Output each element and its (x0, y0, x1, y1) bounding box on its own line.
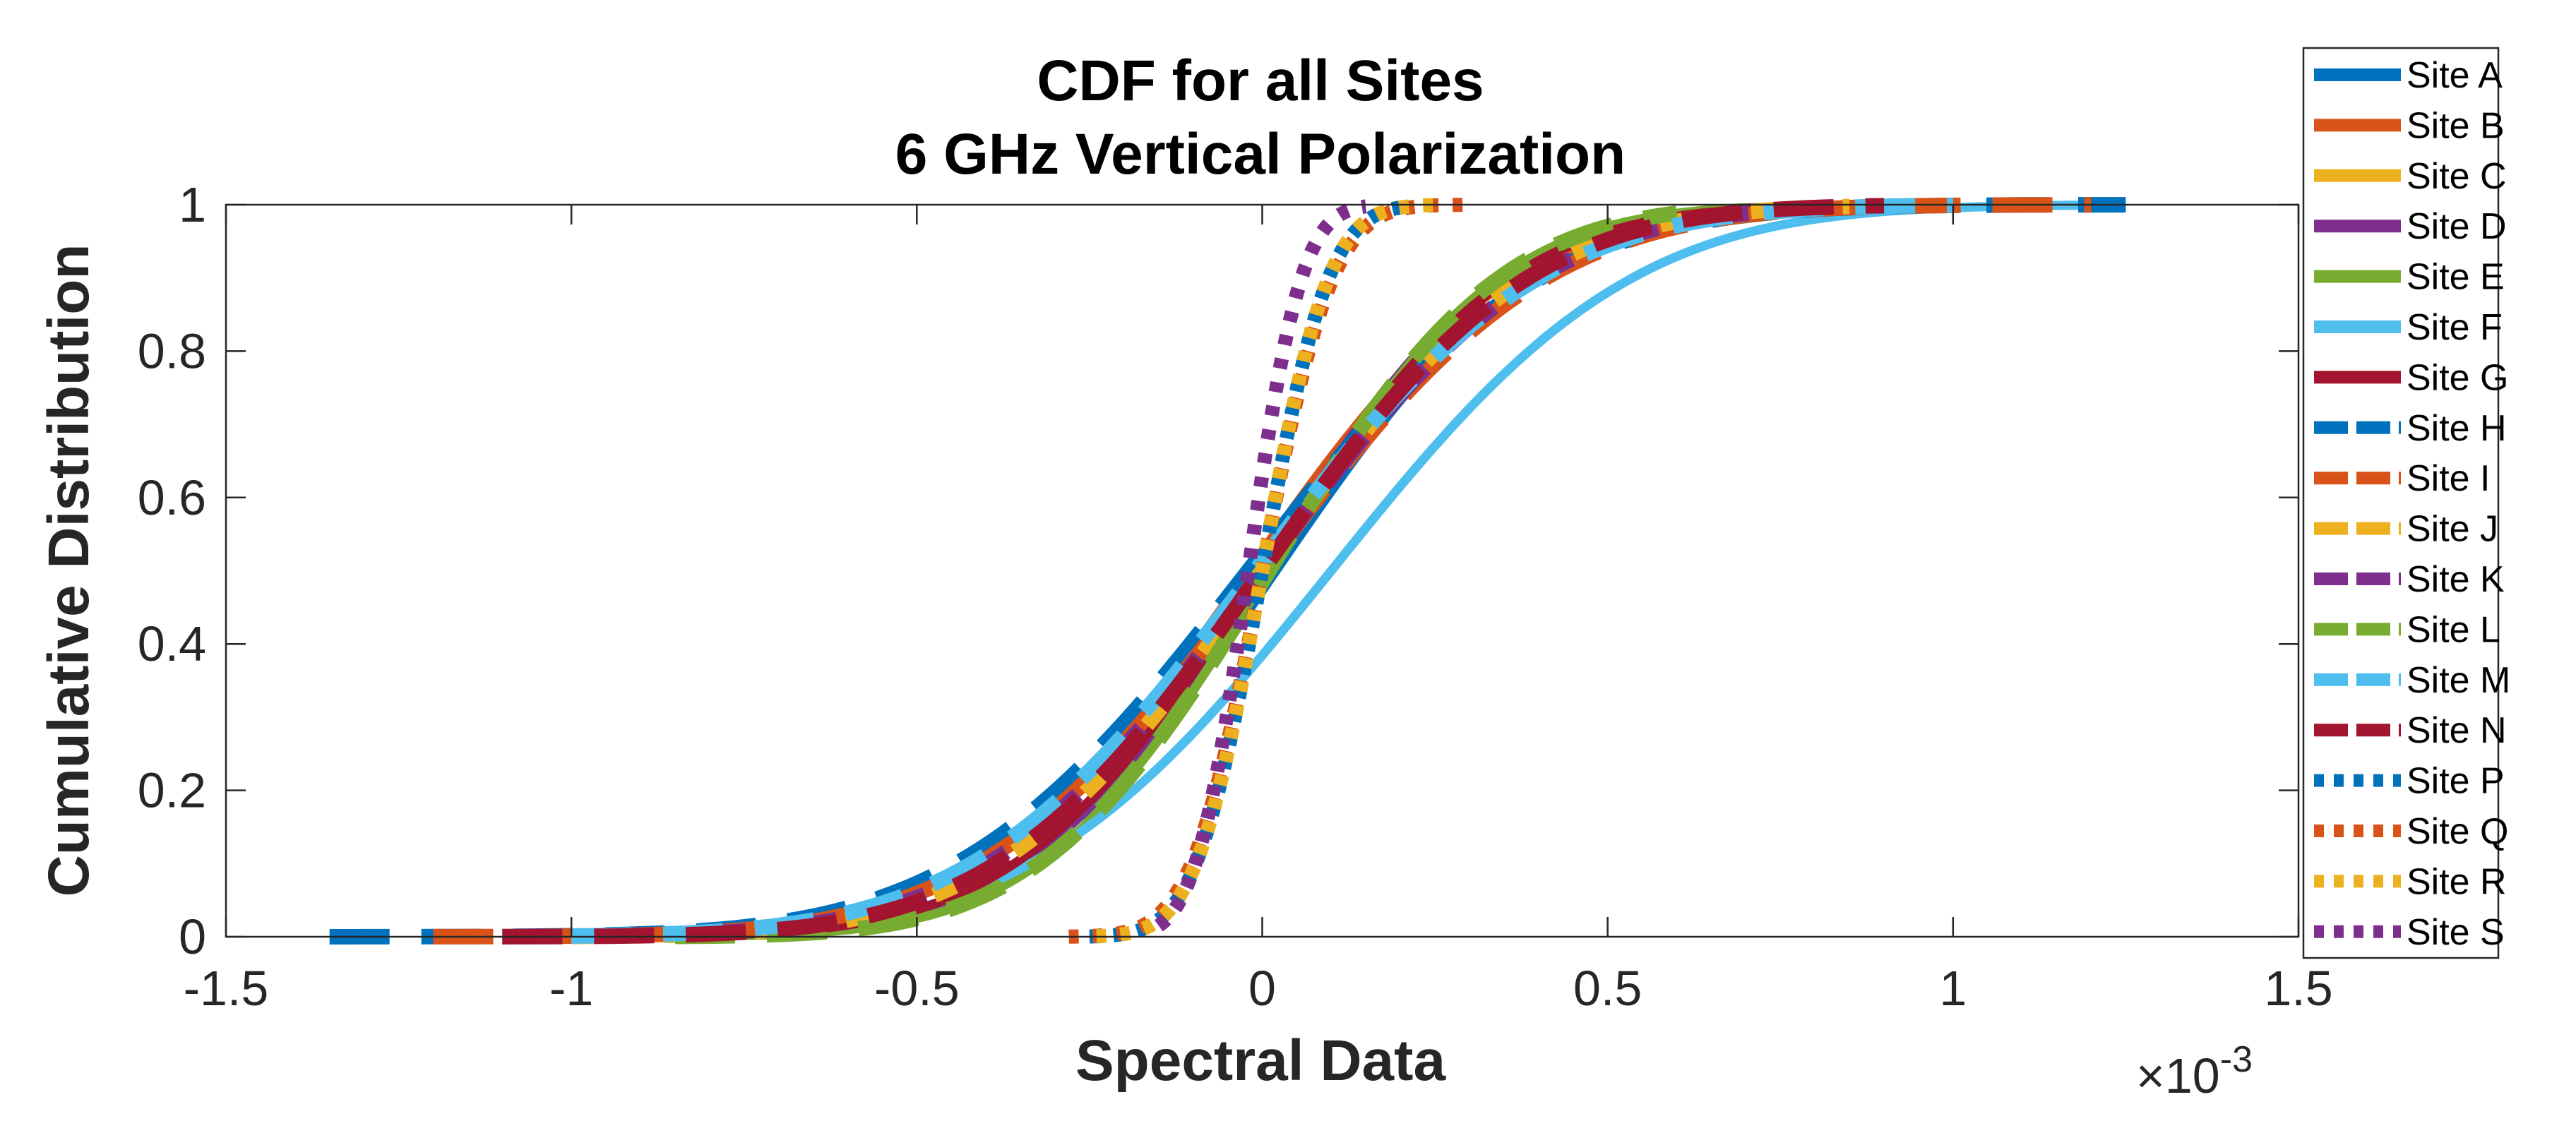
x-tick-label: 1.5 (2264, 961, 2332, 1016)
legend-label-12: Site L (2407, 609, 2500, 650)
y-tick-label: 0.2 (138, 763, 206, 818)
series-line-17 (1091, 198, 1441, 944)
x-tick-label: -0.5 (874, 961, 960, 1016)
legend-label-11: Site K (2407, 559, 2505, 600)
legend-label-10: Site J (2407, 509, 2498, 550)
series-line-14 (502, 198, 1885, 945)
legend-label-9: Site I (2407, 458, 2491, 499)
x-axis-label: Spectral Data (1075, 1029, 1447, 1093)
y-tick-label: 1 (179, 177, 206, 232)
chart-title: CDF for all Sites (1037, 49, 1484, 113)
series-line-12 (673, 205, 1678, 945)
y-axis-label: Cumulative Distribution (37, 244, 101, 897)
legend-label-3: Site C (2407, 156, 2507, 197)
x-exponent-label: ×10-3 (2136, 1039, 2253, 1103)
legend-label-16: Site Q (2407, 811, 2509, 852)
legend-label-2: Site B (2407, 105, 2505, 146)
legend-label-8: Site H (2407, 408, 2507, 449)
legend-label-7: Site G (2407, 357, 2509, 398)
x-tick-label: -1.5 (184, 961, 269, 1016)
legend-label-15: Site P (2407, 761, 2505, 802)
y-tick-label: 0 (179, 909, 206, 964)
legend-label-1: Site A (2407, 55, 2503, 96)
x-tick-label: 0.5 (1573, 961, 1642, 1016)
legend: Site A Site B Site C Site D Site E Site F Site… (2302, 47, 2510, 959)
x-exponent-power: -3 (2220, 1039, 2253, 1080)
y-tick-label: 0.4 (138, 616, 206, 671)
axis-ticks: -1.5 -1 -0.5 0 0.5 1 1.5 0 0.2 0.4 0.6 0.8 1 (138, 177, 2333, 1016)
legend-label-5: Site E (2407, 257, 2505, 298)
legend-label-13: Site M (2407, 660, 2510, 701)
x-tick-label: 1 (1939, 961, 1967, 1016)
x-tick-label: 0 (1248, 961, 1276, 1016)
legend-label-17: Site R (2407, 861, 2507, 902)
legend-label-18: Site S (2407, 912, 2505, 953)
legend-label-14: Site N (2407, 710, 2507, 751)
legend-label-6: Site F (2407, 307, 2503, 348)
legend-box (2302, 47, 2500, 959)
legend-label-4: Site D (2407, 206, 2507, 247)
x-tick-label: -1 (549, 961, 593, 1016)
y-tick-label: 0.8 (138, 323, 206, 378)
y-tick-label: 0.6 (138, 470, 206, 525)
x-exponent-base: ×10 (2136, 1048, 2220, 1103)
chart-subtitle: 6 GHz Vertical Polarization (895, 122, 1626, 186)
series-lines (329, 197, 2126, 945)
